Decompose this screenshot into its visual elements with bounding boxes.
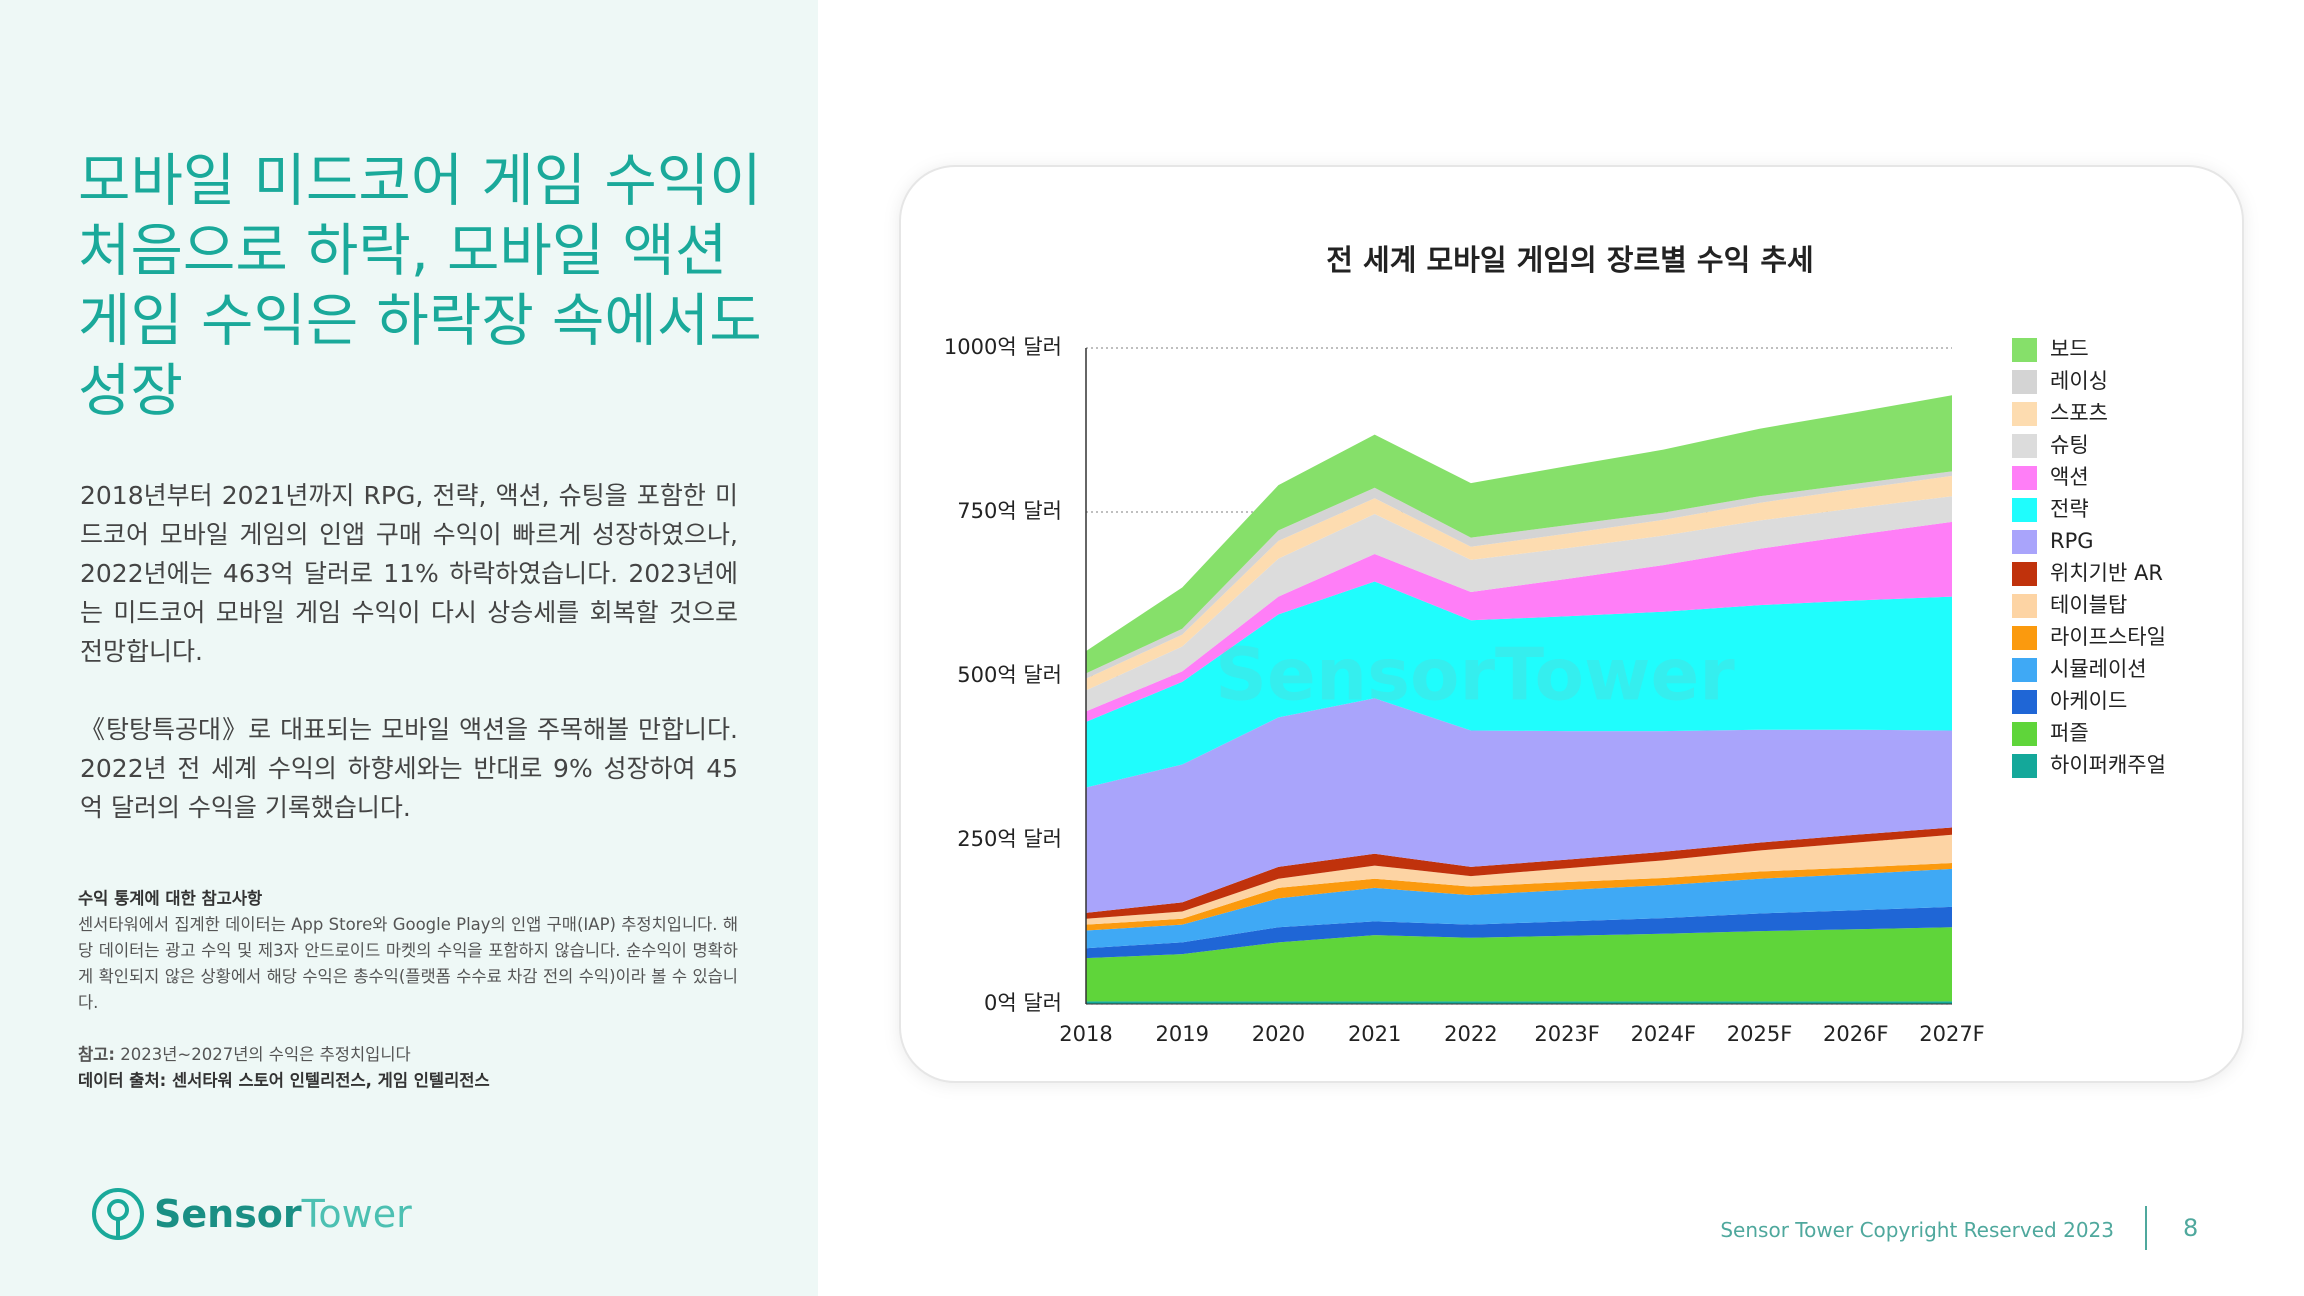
area bbox=[1086, 496, 1952, 712]
legend-label: RPG bbox=[2050, 529, 2094, 553]
area bbox=[1086, 1001, 1952, 1004]
area bbox=[1086, 906, 1952, 959]
x-tick-label: 2027F bbox=[1919, 1022, 1985, 1046]
legend-label: 슈팅 bbox=[2050, 433, 2089, 457]
legend-label: 전략 bbox=[2050, 497, 2089, 521]
legend-label: 레이싱 bbox=[2050, 369, 2108, 393]
area bbox=[1086, 581, 1952, 788]
area bbox=[1086, 521, 1952, 722]
legend-swatch bbox=[2012, 498, 2037, 522]
legend-label: 보드 bbox=[2050, 337, 2089, 361]
brand-icon bbox=[92, 1188, 144, 1240]
legend-swatch bbox=[2012, 690, 2037, 714]
x-tick-label: 2025F bbox=[1727, 1022, 1793, 1046]
chart-title: 전 세계 모바일 게임의 장르별 수익 추세 bbox=[1326, 243, 1813, 277]
notes-heading: 수익 통계에 대한 참고사항 bbox=[78, 889, 263, 908]
legend-label: 스포츠 bbox=[2050, 401, 2108, 425]
y-tick-label: 1000억 달러 bbox=[944, 335, 1062, 359]
legend-label: 아케이드 bbox=[2050, 689, 2127, 713]
area bbox=[1086, 827, 1952, 919]
estimate-label: 참고: bbox=[78, 1045, 115, 1064]
legend-swatch bbox=[2012, 754, 2037, 778]
x-tick-label: 2024F bbox=[1631, 1022, 1697, 1046]
notes-body: 센서타워에서 집계한 데이터는 App Store와 Google Play의 … bbox=[78, 915, 738, 1012]
source-note: 데이터 출처: 센서타워 스토어 인텔리전스, 게임 인텔리전스 bbox=[78, 1071, 490, 1090]
brand-logo: Sensor Tower bbox=[90, 1186, 412, 1242]
legend-swatch bbox=[2012, 338, 2037, 362]
area bbox=[1086, 395, 1952, 674]
x-tick-label: 2021 bbox=[1348, 1022, 1401, 1046]
axes: 0억 달러 250억 달러 500억 달러 750억 달러 1000억 달러 2018 20… bbox=[944, 335, 1985, 1046]
page-number: 8 bbox=[2183, 1214, 2199, 1242]
watermark: SensorTower bbox=[1215, 633, 1735, 717]
area bbox=[1086, 862, 1952, 931]
area bbox=[1086, 475, 1952, 691]
area bbox=[1086, 834, 1952, 925]
x-tick-label: 2026F bbox=[1823, 1022, 1889, 1046]
legend-label: 시뮬레이션 bbox=[2050, 657, 2147, 681]
legend-label: 위치기반 AR bbox=[2050, 561, 2163, 585]
area bbox=[1086, 698, 1952, 913]
area bbox=[1086, 868, 1952, 949]
areas bbox=[1086, 395, 1952, 1004]
estimate-note: 참고: 2023년~2027년의 수익은 추정치입니다 bbox=[78, 1042, 738, 1068]
headline-line: 처음으로 하락, 모바일 액션 bbox=[78, 218, 728, 284]
headline-line: 모바일 미드코어 게임 수익이 bbox=[78, 148, 762, 214]
y-tick-label: 750억 달러 bbox=[957, 499, 1062, 523]
x-tick-label: 2023F bbox=[1534, 1022, 1600, 1046]
legend-label: 퍼즐 bbox=[2050, 721, 2089, 745]
area bbox=[1086, 927, 1952, 1002]
y-tick-label: 250억 달러 bbox=[957, 827, 1062, 851]
x-tick-label: 2018 bbox=[1059, 1022, 1112, 1046]
legend-swatch bbox=[2012, 466, 2037, 490]
legend-label: 하이퍼캐주얼 bbox=[2050, 753, 2166, 777]
estimate-text: 2023년~2027년의 수익은 추정치입니다 bbox=[120, 1045, 411, 1064]
legend-swatch bbox=[2012, 530, 2037, 554]
legend-swatch bbox=[2012, 626, 2037, 650]
x-tick-label: 2022 bbox=[1444, 1022, 1497, 1046]
legend-swatch bbox=[2012, 370, 2037, 394]
legend-swatch bbox=[2012, 594, 2037, 618]
headline-line: 게임 수익은 하락장 속에서도 bbox=[78, 288, 762, 354]
copyright: Sensor Tower Copyright Reserved 2023 bbox=[1720, 1218, 2114, 1242]
brand-tower: Tower bbox=[301, 1192, 412, 1236]
x-tick-label: 2020 bbox=[1252, 1022, 1305, 1046]
headline-line: 성장 bbox=[78, 358, 183, 424]
y-tick-label: 0억 달러 bbox=[984, 991, 1062, 1015]
legend-label: 액션 bbox=[2050, 465, 2089, 489]
x-tick-label: 2019 bbox=[1155, 1022, 1208, 1046]
brand-sensor: Sensor bbox=[154, 1192, 302, 1236]
legend-swatch bbox=[2012, 722, 2037, 746]
headline: 모바일 미드코어 게임 수익이 처음으로 하락, 모바일 액션 게임 수익은 하… bbox=[78, 146, 762, 426]
left-panel: 모바일 미드코어 게임 수익이 처음으로 하락, 모바일 액션 게임 수익은 하… bbox=[0, 0, 818, 1296]
footer-divider bbox=[2145, 1206, 2147, 1250]
paragraph: 《탕탕특공대》로 대표되는 모바일 액션을 주목해볼 만합니다. 2022년 전… bbox=[80, 715, 738, 822]
legend-label: 라이프스타일 bbox=[2050, 625, 2166, 649]
legend-swatch bbox=[2012, 434, 2037, 458]
area bbox=[1086, 471, 1952, 679]
legend-swatch bbox=[2012, 658, 2037, 682]
legend-swatch bbox=[2012, 562, 2037, 586]
legend-swatch bbox=[2012, 402, 2037, 426]
legend-label: 테이블탑 bbox=[2050, 593, 2127, 617]
paragraph: 2018년부터 2021년까지 RPG, 전략, 액션, 슈팅을 포함한 미드코… bbox=[80, 481, 738, 666]
y-tick-label: 500억 달러 bbox=[957, 663, 1062, 687]
